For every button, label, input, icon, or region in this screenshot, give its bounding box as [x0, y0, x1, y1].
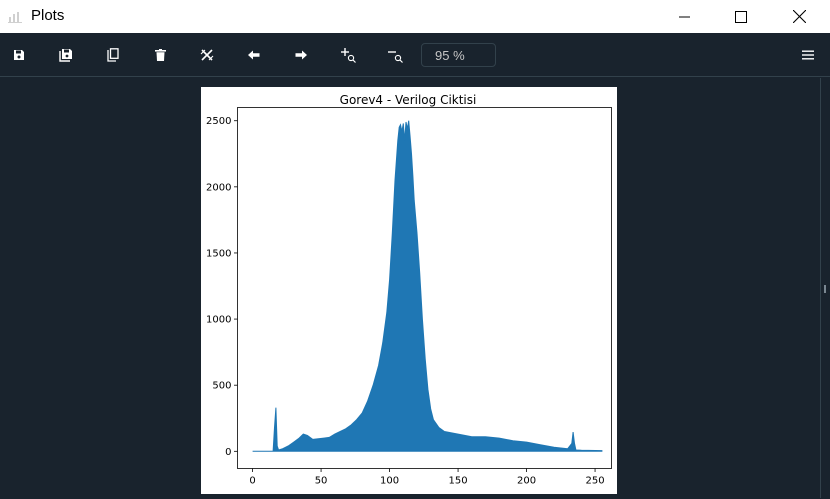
x-tick-label: 150 — [449, 476, 468, 487]
save-icon — [14, 50, 24, 60]
save-button[interactable] — [7, 43, 31, 67]
copy-button[interactable] — [101, 43, 125, 67]
hamburger-menu-icon — [802, 50, 814, 60]
y-tick-label: 1500 — [206, 248, 231, 259]
x-tick-label: 250 — [586, 476, 605, 487]
options-menu-button[interactable] — [797, 43, 819, 67]
x-axis-ticks: 0 50 100 150 200 250 — [249, 468, 605, 487]
zoom-in-button[interactable] — [336, 43, 360, 67]
previous-plot-button[interactable] — [242, 43, 266, 67]
arrow-left-icon — [248, 50, 260, 60]
close-button[interactable] — [776, 0, 822, 33]
window-title: Plots — [31, 7, 65, 24]
close-all-icon — [200, 49, 214, 61]
y-tick-label: 2000 — [206, 182, 231, 193]
maximize-button[interactable] — [718, 0, 764, 33]
y-tick-label: 2500 — [206, 116, 231, 127]
x-tick-label: 0 — [249, 476, 255, 487]
x-tick-label: 200 — [517, 476, 536, 487]
close-icon — [792, 10, 806, 23]
vertical-scrollbar[interactable] — [820, 78, 830, 498]
zoom-level-field[interactable]: 95 % — [421, 43, 496, 67]
zoom-in-icon — [341, 48, 356, 63]
arrow-right-icon — [295, 50, 307, 60]
next-plot-button[interactable] — [289, 43, 313, 67]
scrollbar-handle[interactable] — [824, 285, 826, 293]
close-all-button[interactable] — [195, 43, 219, 67]
title-bar: Plots — [0, 0, 830, 33]
x-tick-label: 50 — [315, 476, 328, 487]
y-tick-label: 0 — [225, 447, 231, 458]
y-tick-label: 500 — [212, 381, 231, 392]
series-area — [252, 120, 603, 452]
histogram-chart: Gorev4 - Verilog Ciktisi 050010001500200… — [206, 93, 612, 487]
plots-toolbar — [0, 33, 830, 77]
plots-app-icon — [8, 12, 22, 23]
minimize-button[interactable] — [662, 0, 708, 33]
minimize-icon — [679, 16, 690, 17]
maximize-icon — [735, 10, 747, 23]
y-axis-ticks: 0 500 1000 1500 2000 2500 — [206, 116, 238, 458]
copy-icon — [107, 48, 119, 62]
plot-frame — [237, 107, 612, 469]
plot-figure[interactable]: Gorev4 - Verilog Ciktisi 0 500 1000 1500 200… — [201, 87, 617, 494]
delete-button[interactable] — [148, 43, 172, 67]
zoom-out-icon — [388, 51, 403, 63]
y-tick-label: 1000 — [206, 315, 231, 326]
zoom-out-button[interactable] — [383, 43, 407, 67]
chart-title: Gorev4 - Verilog Ciktisi — [340, 93, 477, 107]
trash-icon — [154, 49, 166, 61]
save-all-button[interactable] — [54, 43, 78, 67]
x-tick-label: 100 — [380, 476, 399, 487]
save-all-icon — [59, 49, 72, 62]
